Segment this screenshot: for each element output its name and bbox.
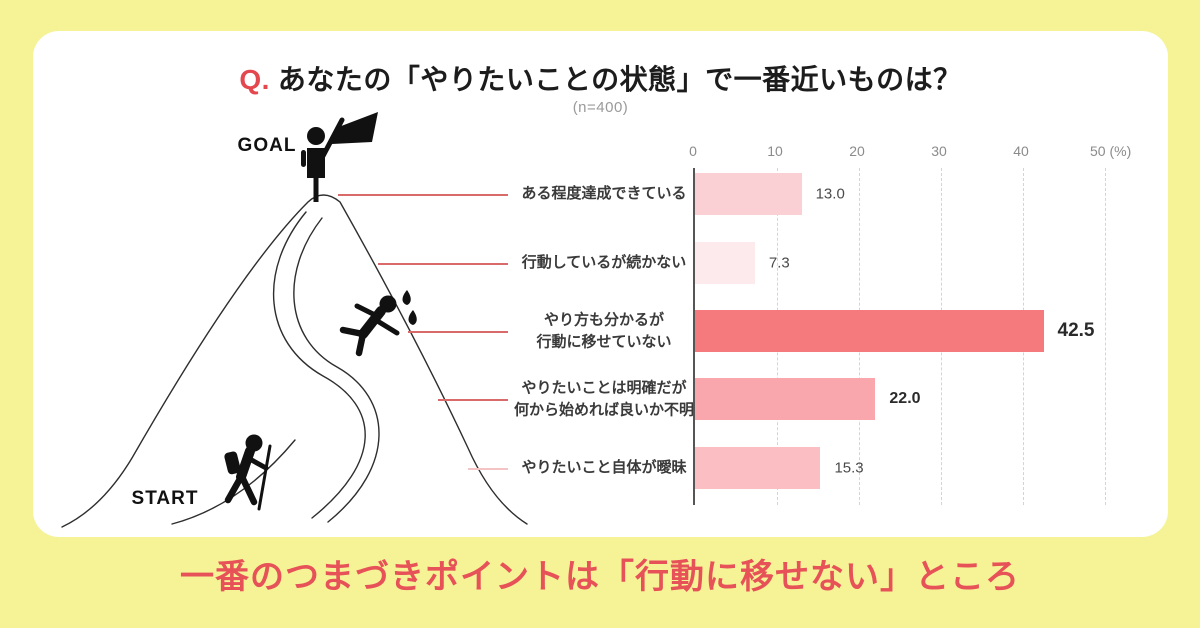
leader-line [468,468,508,470]
value-label: 7.3 [768,254,790,272]
hiker-person-icon [224,434,272,511]
bar [695,378,876,420]
sweat-drop-icon [402,290,411,305]
category-label: やり方も分かるが 行動に移せていない [536,311,672,350]
mountain-illustration [61,112,528,528]
goal-label: GOAL [237,135,297,156]
trail-base-line [171,439,296,525]
gridline [1105,168,1106,505]
slipping-person-icon [339,290,417,357]
axis-tick: 10 [767,143,783,159]
leader-line [338,194,508,196]
axis-tick: 30 [931,143,947,159]
goal-person-icon [301,112,378,202]
leader-line [438,399,508,401]
trail-line-left [272,211,366,519]
axis-tick: 20 [849,143,865,159]
category-label: やりたいことは明確だが 何から始めれば良いか不明 [513,379,694,418]
leader-line [408,331,508,333]
category-labels: ある程度達成できている 行動しているが続かないやり方も分かるが 行動に移せていない… [509,31,699,537]
axis-tick: 40 [1013,143,1029,159]
axis-ticks: 0 10 20 30 40 50 (%) [689,143,1163,163]
start-label: START [131,488,199,509]
page-title: Q. あなたの「やりたいことの状態」で一番近いものは？ [33,58,1168,98]
sweat-drop-icon [408,310,417,325]
sample-size: (n=400) [572,99,629,116]
conclusion-banner: 一番のつまづきポイントは「行動に移せない」ところ [180,558,1020,596]
bar [695,447,821,489]
axis-tick: 0 [689,143,697,159]
plot-area: 13.0 7.3 42.5 22.0 15.3 [693,168,1106,505]
mountain-outline [61,194,528,528]
walking-stick-icon [257,444,272,511]
bar [695,242,755,284]
question-text: あなたの「やりたいことの状態」で一番近いものは？ [277,64,962,95]
flag-icon [332,112,378,144]
trail-line-right [293,217,380,523]
axis-tick: 50 (%) [1090,143,1132,159]
category-label: 行動しているが続かない [521,254,687,272]
value-label: 42.5 [1057,320,1095,341]
card: Q. あなたの「やりたいことの状態」で一番近いものは？ (n=400) [33,31,1168,537]
bar [695,310,1044,352]
leader-line [378,263,508,265]
question-prefix: Q. [239,64,270,95]
value-label: 22.0 [889,390,921,407]
bar [695,173,802,215]
category-label: ある程度達成できている [521,185,687,203]
category-label: やりたいこと自体が曖昧 [521,459,687,477]
value-label: 15.3 [834,459,864,477]
value-label: 13.0 [815,185,845,203]
